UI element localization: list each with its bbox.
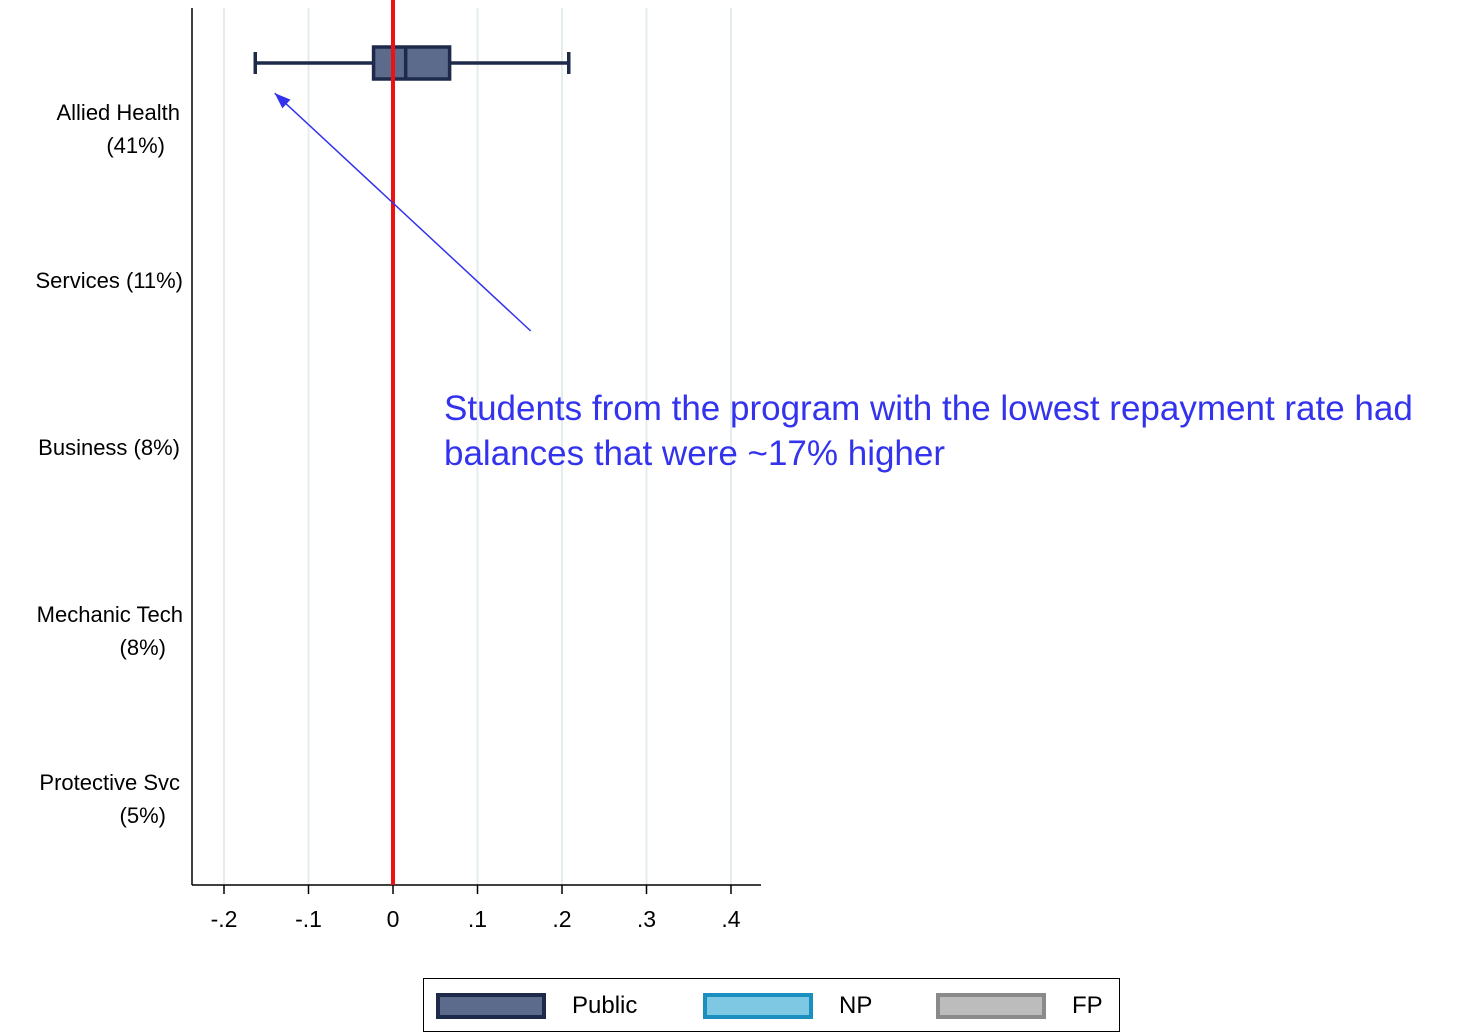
chart-annotation: Students from the program with the lowes…	[444, 389, 1413, 473]
annotation-arrow-head	[274, 93, 291, 109]
category-label-protective-svc: Protective Svc (5%)	[39, 770, 180, 828]
x-tick-label-0: -.2	[211, 906, 238, 932]
category-label-allied-health: Allied Health (41%)	[56, 100, 180, 158]
category-label-business: Business (8%)	[38, 435, 180, 460]
box-0-0	[371, 45, 452, 81]
legend-label-public: Public	[572, 992, 638, 1019]
x-tick-label-6: .4	[721, 906, 740, 932]
x-tick-label-2: 0	[387, 906, 400, 932]
x-tick-label-1: -.1	[295, 906, 322, 932]
legend-swatch-fp	[936, 993, 1046, 1019]
legend-swatch-public	[436, 993, 546, 1019]
category-label-mechanic-tech: Mechanic Tech (8%)	[36, 602, 183, 660]
legend-label-np: NP	[839, 992, 873, 1019]
legend: Public NP FP	[423, 978, 1120, 1032]
legend-label-fp: FP	[1072, 992, 1103, 1019]
x-tick-label-4: .2	[552, 906, 571, 932]
legend-item-np: NP	[703, 979, 872, 1033]
annotation-arrow-line	[274, 92, 532, 332]
x-tick-label-3: .1	[468, 906, 487, 932]
category-label-services: Services (11%)	[35, 268, 183, 293]
legend-item-fp: FP	[936, 979, 1103, 1033]
x-tick-label-5: .3	[637, 906, 656, 932]
legend-swatch-np	[703, 993, 813, 1019]
legend-item-public: Public	[436, 979, 637, 1033]
